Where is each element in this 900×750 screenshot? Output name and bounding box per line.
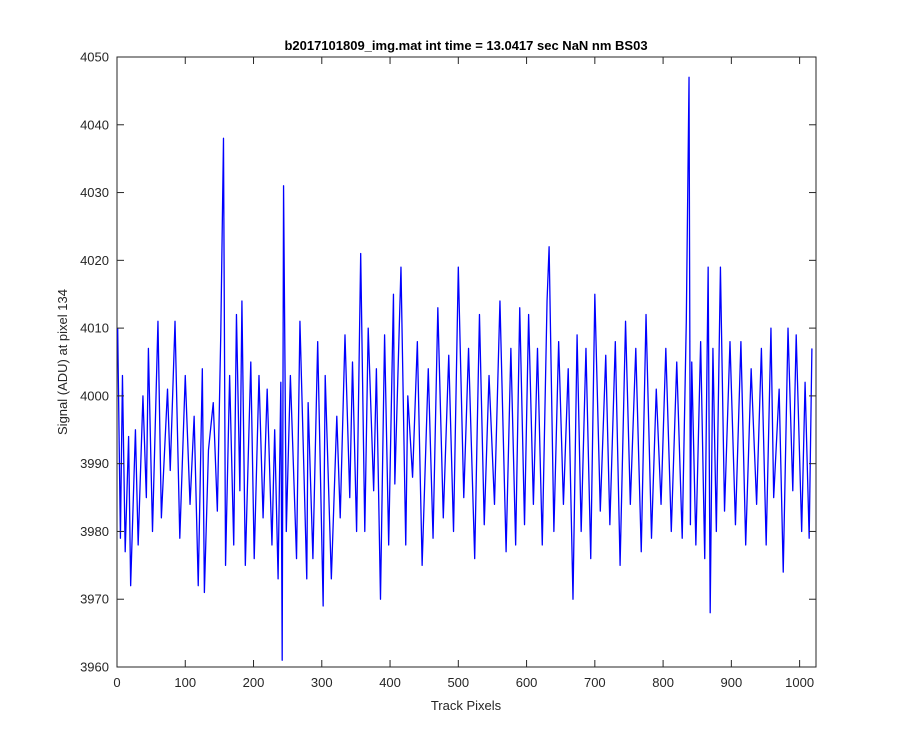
x-tick-label: 200 [243, 675, 265, 690]
x-tick-label: 0 [113, 675, 120, 690]
chart-title: b2017101809_img.mat int time = 13.0417 s… [284, 38, 647, 53]
axes-box [116, 56, 817, 668]
x-tick-label: 1000 [785, 675, 814, 690]
y-tick-label: 4020 [80, 253, 109, 268]
ticks-layer: 0 100 200 300 400 500 600 700 800 900 1000 3960 3970… [80, 50, 816, 690]
x-tick-label: 500 [447, 675, 469, 690]
y-tick-label: 4010 [80, 321, 109, 336]
series-layer [117, 76, 813, 661]
plot-area: 0 100 200 300 400 500 600 700 800 900 1000 3960 3970… [80, 50, 817, 690]
x-tick-label: 900 [721, 675, 743, 690]
y-tick-label: 4050 [80, 50, 109, 65]
x-tick-label: 100 [174, 675, 196, 690]
y-tick-label: 4040 [80, 117, 109, 132]
x-tick-label: 600 [516, 675, 538, 690]
y-axis-label: Signal (ADU) at pixel 134 [55, 289, 70, 435]
y-tick-label: 3960 [80, 660, 109, 675]
y-tick-label: 4000 [80, 388, 109, 403]
y-tick-label: 3980 [80, 524, 109, 539]
y-tick-label: 3990 [80, 456, 109, 471]
x-tick-label: 300 [311, 675, 333, 690]
y-tick-label: 4030 [80, 185, 109, 200]
x-axis-label: Track Pixels [431, 698, 502, 713]
x-tick-label: 800 [652, 675, 674, 690]
x-tick-label: 700 [584, 675, 606, 690]
y-tick-label: 3970 [80, 592, 109, 607]
series-line [117, 76, 813, 661]
x-tick-label: 400 [379, 675, 401, 690]
